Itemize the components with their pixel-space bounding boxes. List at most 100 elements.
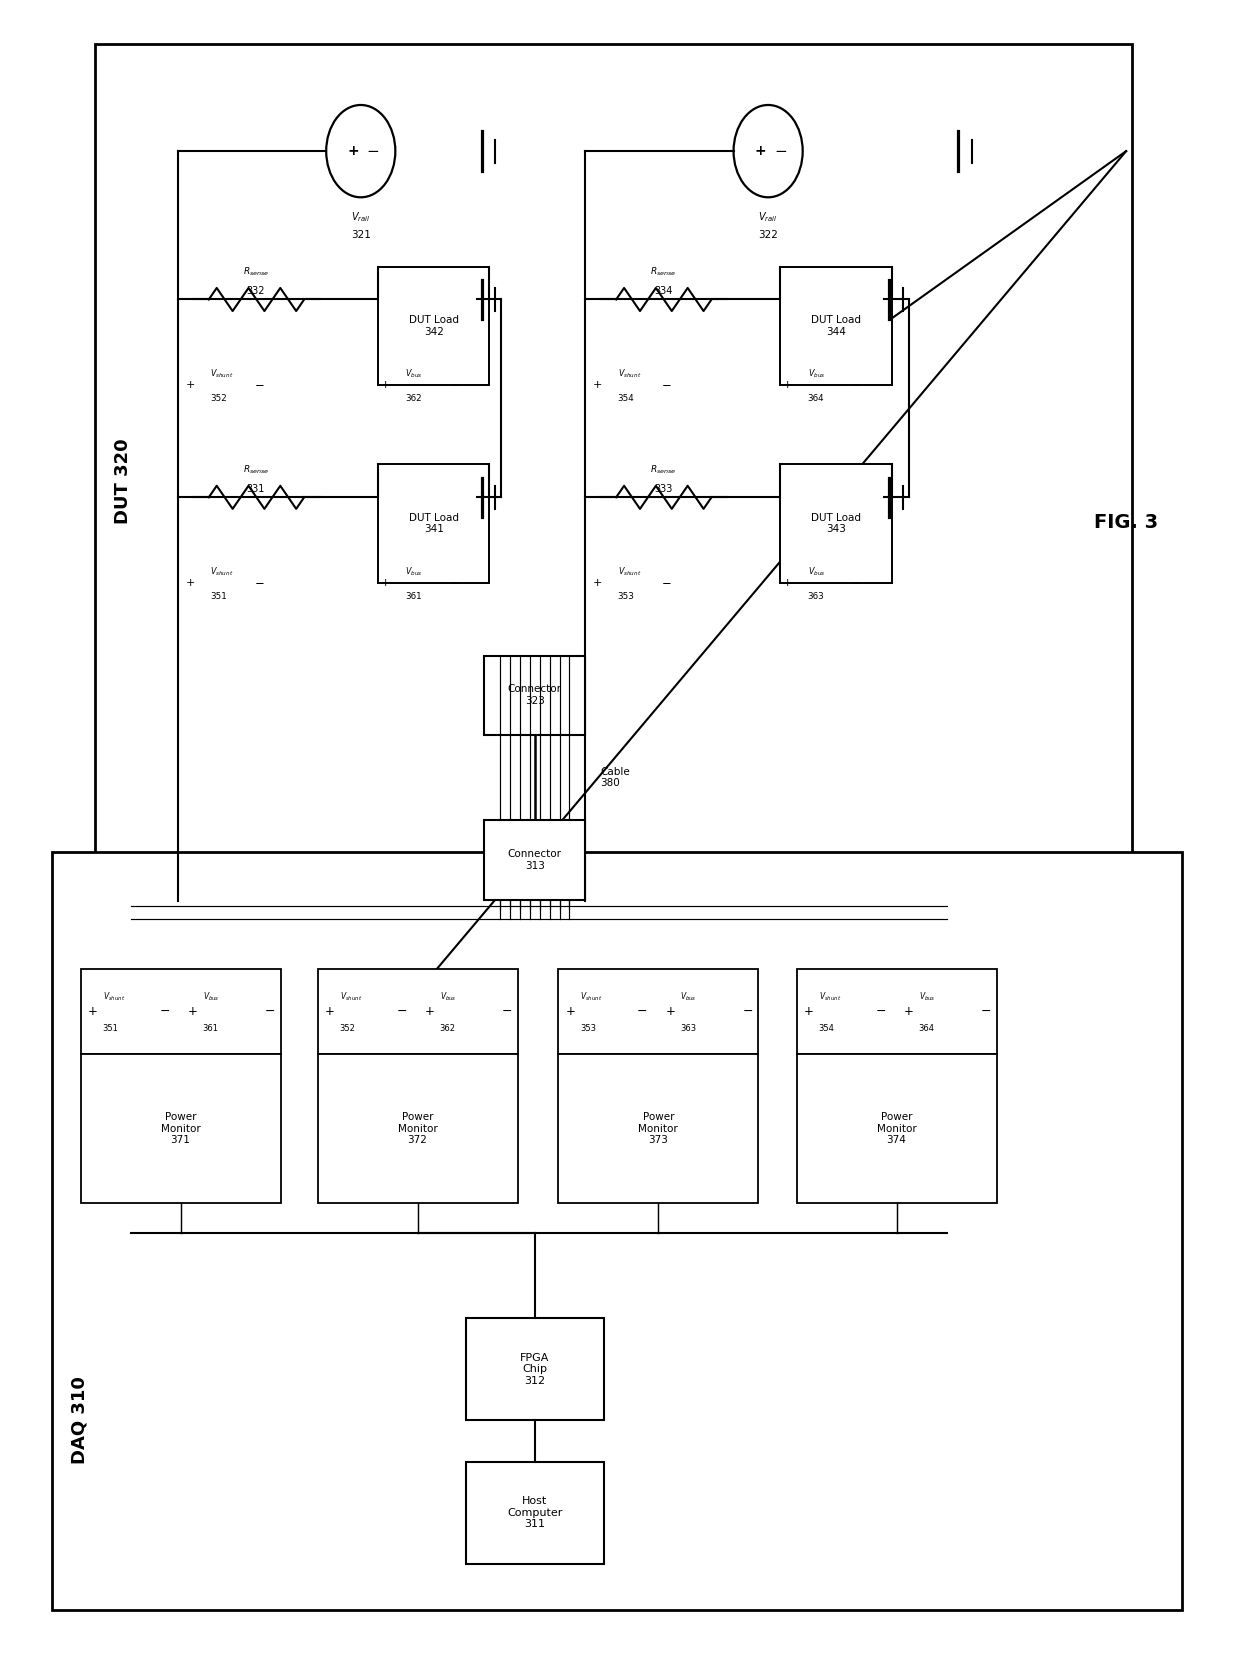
Text: Power
Monitor
372: Power Monitor 372	[398, 1111, 438, 1145]
Text: 333: 333	[653, 485, 672, 495]
Text: $V_{shunt}$: $V_{shunt}$	[818, 991, 841, 1002]
Text: $V_{bus}$: $V_{bus}$	[405, 367, 423, 380]
Text: −: −	[397, 1006, 407, 1019]
Text: $V_{bus}$: $V_{bus}$	[440, 991, 456, 1002]
Text: $R_{sense}$: $R_{sense}$	[243, 463, 269, 476]
Text: −: −	[367, 144, 379, 159]
Text: −: −	[450, 577, 459, 589]
Text: 352: 352	[340, 1024, 356, 1032]
Text: 354: 354	[618, 394, 635, 404]
Text: $V_{shunt}$: $V_{shunt}$	[618, 367, 641, 380]
Text: +: +	[593, 380, 603, 390]
Text: DUT Load
343: DUT Load 343	[811, 513, 861, 534]
Text: −: −	[662, 379, 672, 392]
Text: 321: 321	[351, 230, 371, 240]
Text: +: +	[666, 1006, 676, 1019]
Text: 353: 353	[580, 1024, 596, 1032]
Bar	[558, 1055, 758, 1202]
Text: 352: 352	[210, 394, 227, 404]
Text: 334: 334	[653, 286, 672, 296]
Bar	[780, 465, 892, 582]
Text: −: −	[502, 1006, 512, 1019]
Text: 361: 361	[405, 592, 422, 600]
Text: $R_{sense}$: $R_{sense}$	[650, 463, 676, 476]
Bar	[466, 1318, 604, 1421]
Text: 332: 332	[247, 286, 265, 296]
Text: DUT Load
342: DUT Load 342	[409, 314, 459, 337]
Text: +: +	[565, 1006, 575, 1019]
Text: $V_{shunt}$: $V_{shunt}$	[618, 566, 641, 577]
Text: 351: 351	[210, 592, 227, 600]
Text: Connector
323: Connector 323	[508, 685, 562, 706]
Bar	[780, 266, 892, 385]
Text: −: −	[774, 144, 787, 159]
Text: Power
Monitor
371: Power Monitor 371	[161, 1111, 201, 1145]
Bar	[796, 969, 997, 1055]
Text: +: +	[325, 1006, 335, 1019]
Text: +: +	[804, 1006, 813, 1019]
Text: 362: 362	[440, 1024, 456, 1032]
Text: +: +	[186, 577, 195, 589]
Text: FIG. 3: FIG. 3	[1094, 513, 1158, 531]
Text: FPGA
Chip
312: FPGA Chip 312	[520, 1353, 549, 1386]
Text: $V_{bus}$: $V_{bus}$	[405, 566, 423, 577]
Text: 354: 354	[818, 1024, 835, 1032]
Text: $V_{bus}$: $V_{bus}$	[681, 991, 697, 1002]
Text: 331: 331	[247, 485, 265, 495]
Text: $V_{shunt}$: $V_{shunt}$	[210, 367, 233, 380]
Text: +: +	[188, 1006, 198, 1019]
Text: −: −	[743, 1006, 754, 1019]
Text: +: +	[593, 577, 603, 589]
Bar	[378, 465, 489, 582]
Text: −: −	[981, 1006, 992, 1019]
Text: 322: 322	[758, 230, 777, 240]
Text: $R_{sense}$: $R_{sense}$	[243, 266, 269, 278]
Text: −: −	[265, 1006, 275, 1019]
Bar	[52, 852, 1182, 1609]
Text: +: +	[347, 144, 360, 159]
Text: −: −	[662, 577, 672, 589]
Bar	[378, 266, 489, 385]
Bar	[796, 1055, 997, 1202]
Text: −: −	[852, 379, 862, 392]
Text: +: +	[381, 577, 391, 589]
Text: Host
Computer
311: Host Computer 311	[507, 1497, 563, 1530]
Text: 363: 363	[681, 1024, 697, 1032]
Text: −: −	[637, 1006, 647, 1019]
Text: DUT 320: DUT 320	[114, 438, 131, 524]
Text: 353: 353	[618, 592, 635, 600]
Text: +: +	[186, 380, 195, 390]
Text: +: +	[904, 1006, 914, 1019]
Text: DAQ 310: DAQ 310	[71, 1376, 88, 1464]
Text: $V_{shunt}$: $V_{shunt}$	[340, 991, 362, 1002]
Bar	[317, 1055, 517, 1202]
Text: 361: 361	[203, 1024, 218, 1032]
Text: +: +	[755, 144, 766, 159]
Text: $V_{bus}$: $V_{bus}$	[919, 991, 935, 1002]
Text: Power
Monitor
374: Power Monitor 374	[877, 1111, 916, 1145]
Text: DUT Load
341: DUT Load 341	[409, 513, 459, 534]
Text: $V_{bus}$: $V_{bus}$	[807, 566, 825, 577]
Text: $V_{shunt}$: $V_{shunt}$	[103, 991, 125, 1002]
Text: $V_{rail}$: $V_{rail}$	[759, 210, 777, 225]
Text: +: +	[784, 577, 792, 589]
Text: −: −	[875, 1006, 885, 1019]
Text: +: +	[784, 380, 792, 390]
Text: Connector
313: Connector 313	[508, 849, 562, 870]
Text: +: +	[381, 380, 391, 390]
Text: 364: 364	[807, 394, 825, 404]
Text: Power
Monitor
373: Power Monitor 373	[639, 1111, 678, 1145]
Text: +: +	[88, 1006, 98, 1019]
Text: −: −	[254, 379, 264, 392]
Text: +: +	[425, 1006, 435, 1019]
Text: $V_{shunt}$: $V_{shunt}$	[580, 991, 603, 1002]
Bar	[81, 969, 280, 1055]
Text: $R_{sense}$: $R_{sense}$	[650, 266, 676, 278]
Text: $V_{bus}$: $V_{bus}$	[203, 991, 219, 1002]
Bar	[484, 820, 585, 900]
Bar	[484, 655, 585, 734]
Text: Cable
380: Cable 380	[600, 767, 630, 789]
Text: $V_{rail}$: $V_{rail}$	[351, 210, 371, 225]
Text: $V_{shunt}$: $V_{shunt}$	[210, 566, 233, 577]
Bar	[317, 969, 517, 1055]
